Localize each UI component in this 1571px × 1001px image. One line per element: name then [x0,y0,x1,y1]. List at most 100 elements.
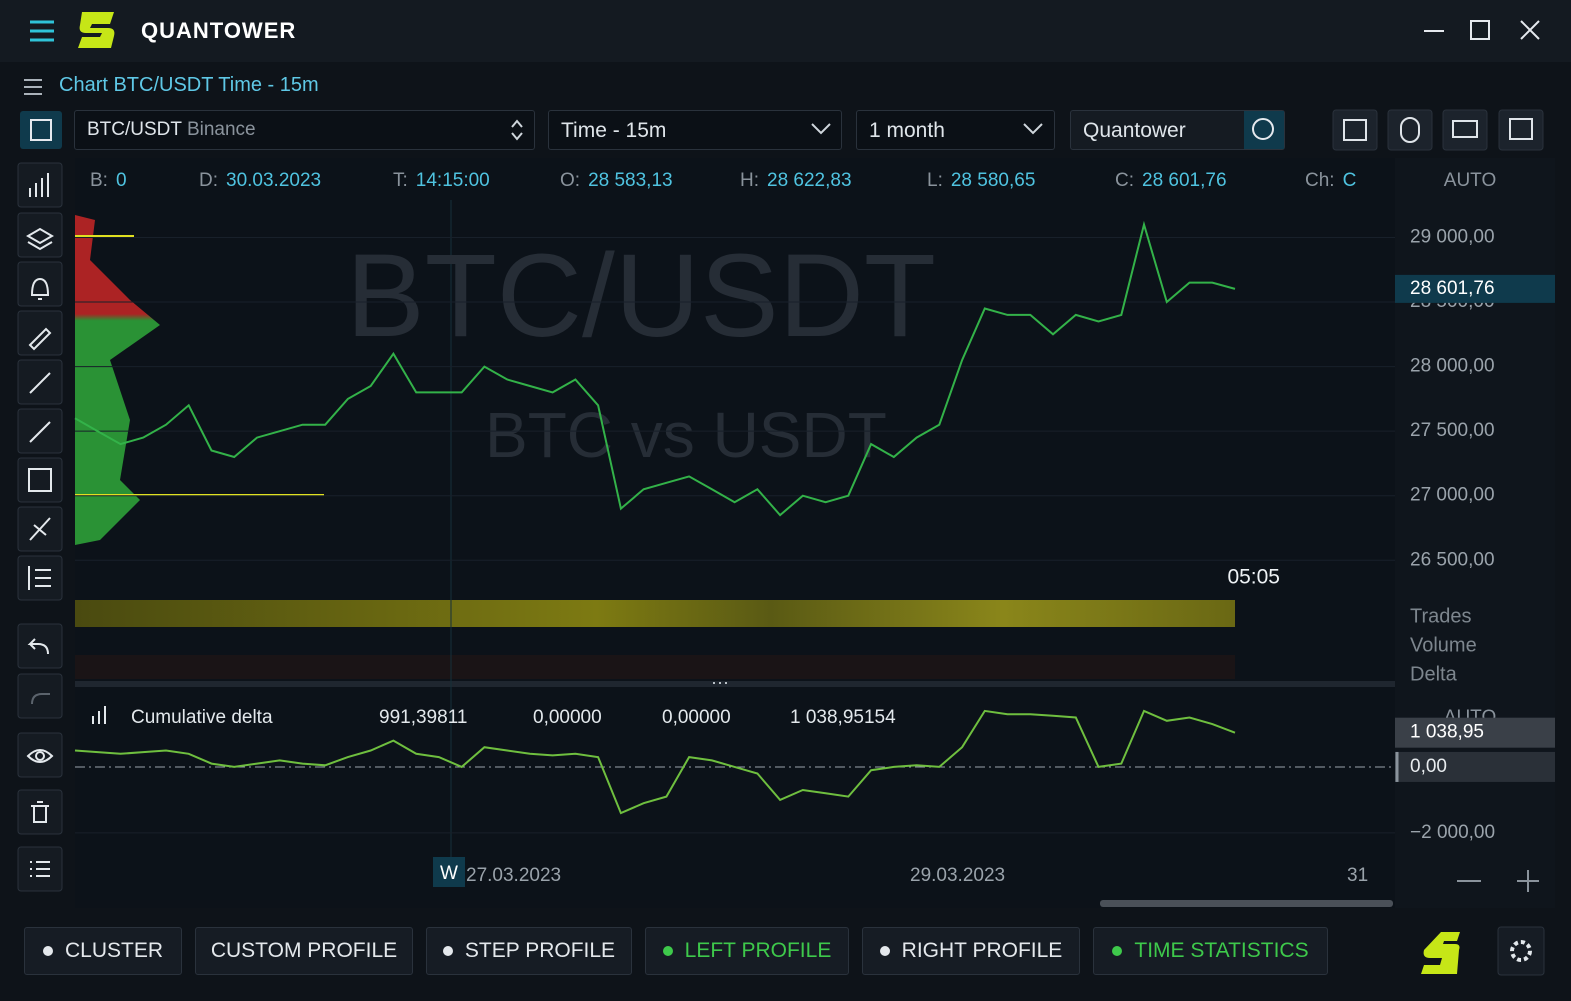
y-tick-label: 28 000,00 [1410,356,1495,377]
main-menu[interactable] [30,20,54,42]
watermark-subtitle: BTC vs USDT [485,399,887,471]
volume-profile [75,215,160,545]
connection-button[interactable] [1244,111,1284,149]
button-label: CLUSTER [64,939,164,962]
week-marker: W [440,863,458,884]
button-label: CUSTOM PROFILE [210,939,398,962]
indicator-value: 0,00000 [533,707,602,728]
info-label: O: [560,170,580,191]
zero-label: 0,00 [1410,756,1447,777]
period-selector[interactable]: 1 month [856,110,1055,150]
info-value: 30.03.2023 [226,170,321,191]
layout-toggle[interactable] [20,111,62,149]
week-marker-box [433,857,465,887]
logo [1421,932,1460,974]
series-line [74,220,1236,517]
indicator-value: 991,39811 [379,707,467,728]
title-bar [0,0,1571,62]
info-value: 28 580,65 [951,170,1036,191]
info-item: L: 28 580,65 [927,170,1035,191]
info-value: 28 583,13 [588,170,673,191]
info-item: O: 28 583,13 [560,170,673,191]
scale-mode[interactable]: AUTO [1444,170,1496,191]
y-tick-label: 29 000,00 [1410,226,1495,247]
x-tick-label: 27.03.2023 [466,865,561,886]
info-item: B: 0 [90,170,127,191]
watermark: BTC/USDT [346,230,936,362]
info-item: D: 30.03.2023 [199,170,321,191]
trades-heatmap [75,600,1235,627]
indicator-value: 1 038,95154 [790,707,896,728]
x-tick-label: 29.03.2023 [910,865,1005,886]
zero-label-box [1395,751,1555,782]
status-dot [442,946,453,956]
info-label: H: [740,170,759,191]
timeframe-selector[interactable]: Time - 15m [548,110,842,150]
info-label: C: [1115,170,1134,191]
status-dot [879,946,890,956]
y-tick-label: 26 500,00 [1410,549,1495,570]
last-value: 1 038,95 [1410,722,1484,743]
layout-icon [30,119,52,141]
profile-button[interactable]: STEP PROFILE [426,927,632,975]
info-item: Ch: C [1305,170,1356,191]
x-tick-label: 31 [1347,865,1368,886]
status-dot [1112,946,1123,956]
view-buttons[interactable] [1332,109,1544,151]
info-value: 28 601,76 [1142,170,1227,191]
y-tick-label: 27 000,00 [1410,485,1495,506]
profile-button[interactable]: RIGHT PROFILE [862,927,1080,975]
info-label: D: [199,170,218,191]
info-label: T: [393,170,408,191]
info-item: H: 28 622,83 [740,170,852,191]
toolbar-icons [26,173,54,877]
connection: Quantower [1083,119,1186,142]
info-label: B: [90,170,108,191]
button-label: TIME STATISTICS [1134,939,1309,962]
info-value: C [1343,170,1357,191]
info-label: Ch: [1305,170,1335,191]
indicator-icon [92,706,106,724]
series-line [74,709,1236,815]
splitter-handle: ··· [711,672,729,692]
zoom-controls[interactable] [1457,870,1539,892]
indicator-name: Delta [1410,663,1458,685]
profile-button[interactable]: TIME STATISTICS [1093,927,1328,975]
current-price: 28 601,76 [1410,278,1495,299]
symbol-selector[interactable]: BTC/USDT Binance [74,110,535,150]
status-dot [662,946,673,956]
bar-timer: 05:05 [1227,566,1280,589]
info-value: 14:15:00 [416,170,490,191]
dropdown-arrow [811,123,831,135]
last-value-box [1395,717,1555,748]
dropdown-arrow [1023,123,1043,135]
chart-area [75,158,1395,908]
profile-button[interactable]: LEFT PROFILE [645,927,849,975]
period: 1 month [869,119,945,142]
logo [78,12,115,48]
info-value: 0 [116,170,127,191]
symbol: BTC/USDT [87,119,182,140]
tab-menu[interactable] [24,79,42,95]
window-controls[interactable] [1424,20,1540,40]
info-item: C: 28 601,76 [1115,170,1227,191]
tab-title[interactable]: Chart BTC/USDT Time - 15m [59,74,319,96]
info-value: 28 622,83 [767,170,852,191]
info-item: T: 14:15:00 [393,170,490,191]
status-dot [42,946,53,956]
button-label: RIGHT PROFILE [901,939,1063,962]
indicator-value: 0,00000 [662,707,731,728]
y-tick-label: 27 500,00 [1410,420,1495,441]
settings-button[interactable] [1497,926,1545,976]
info-label: L: [927,170,943,191]
profile-button[interactable]: CUSTOM PROFILE [195,927,413,975]
indicator-title: Cumulative delta [131,707,273,728]
indicator-name: Volume [1410,634,1477,656]
left-toolbar[interactable] [17,162,63,892]
timeframe: Time - 15m [561,119,667,142]
current-price-box [1395,274,1555,303]
app-name: QUANTOWER [141,18,297,43]
profile-button[interactable]: CLUSTER [24,927,182,975]
scrollbar[interactable] [1100,900,1393,907]
